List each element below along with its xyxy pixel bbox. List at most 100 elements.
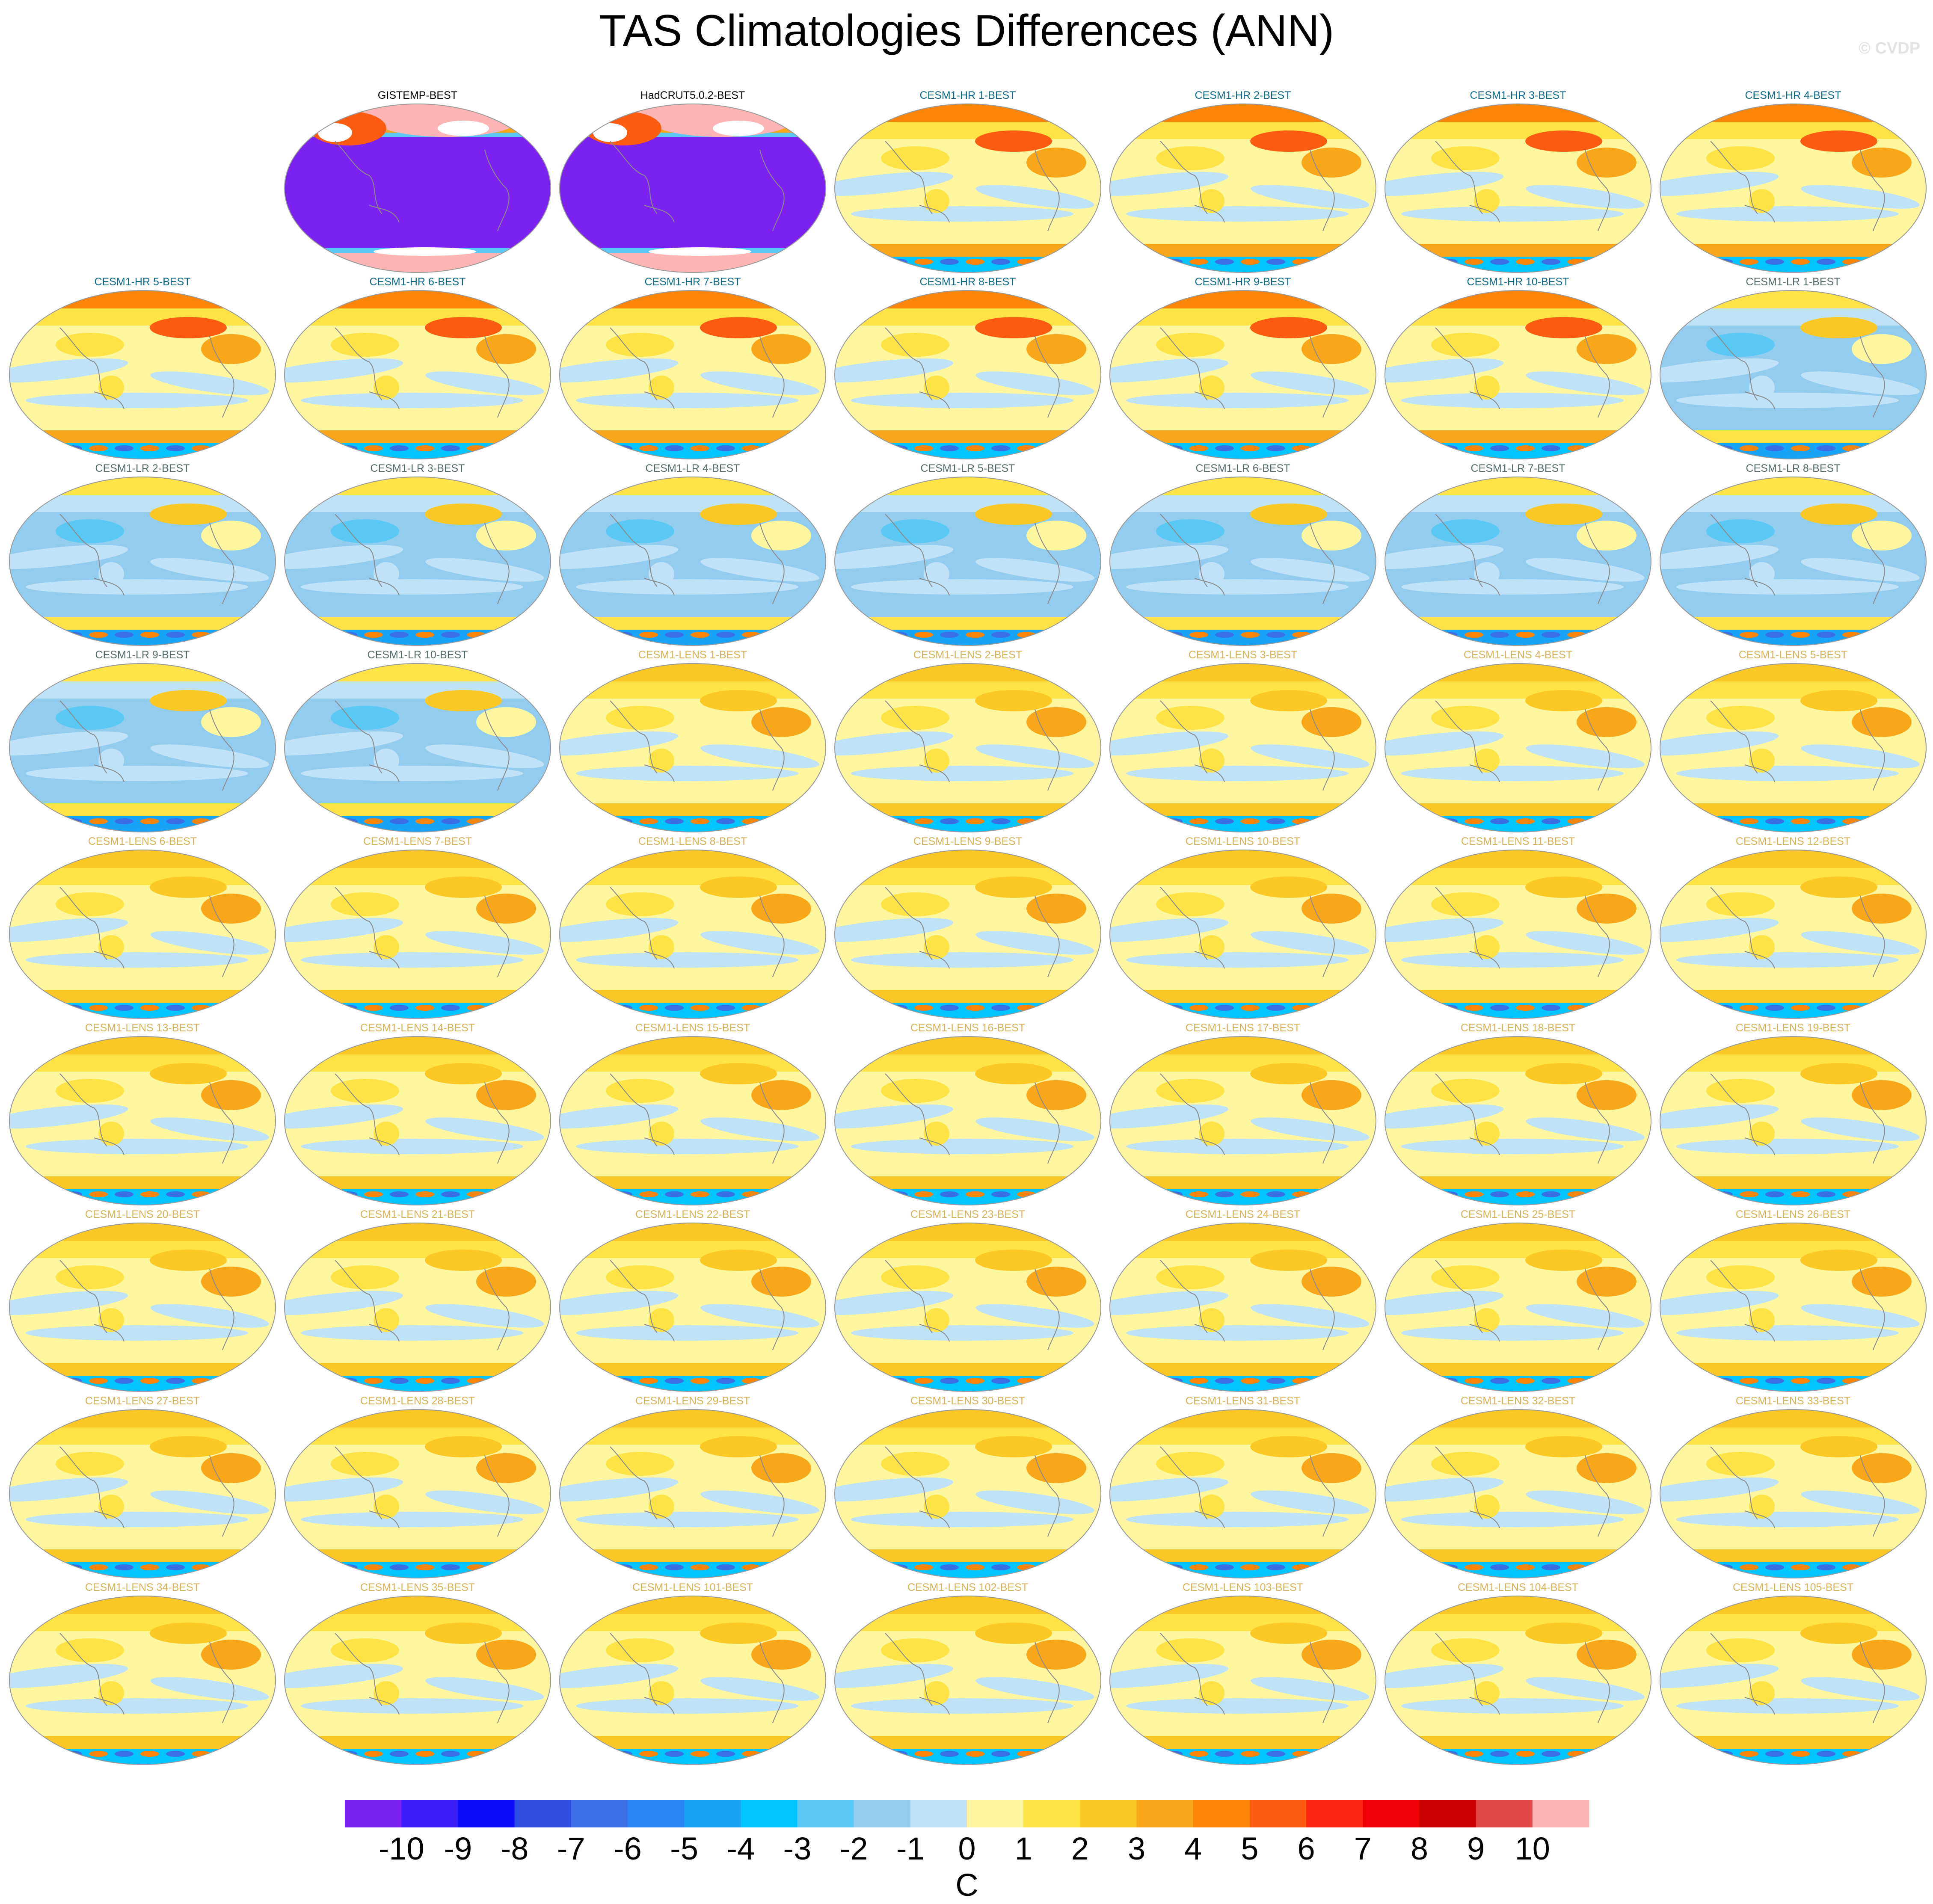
panel-title: CESM1-LENS 32-BEST (1460, 1395, 1576, 1407)
map-panel: CESM1-HR 1-BEST (831, 89, 1105, 273)
panel-title: CESM1-LR 1-BEST (1746, 276, 1841, 288)
colorbar-swatch (627, 1800, 685, 1827)
map-panel: CESM1-LR 8-BEST (1656, 462, 1930, 646)
panel-title: CESM1-LR 3-BEST (370, 462, 465, 474)
colorbar-tick-label: -2 (840, 1831, 868, 1866)
map-heatmap (1385, 1036, 1651, 1205)
colorbar-tick-label: -7 (557, 1831, 585, 1866)
map-heatmap (9, 1409, 276, 1578)
panel-title: CESM1-LENS 20-BEST (85, 1208, 200, 1220)
colorbar-swatch (1419, 1800, 1476, 1827)
map-panel: CESM1-LENS 8-BEST (556, 835, 830, 1019)
panel-title: CESM1-LENS 13-BEST (85, 1022, 200, 1034)
panel-title: CESM1-HR 8-BEST (919, 276, 1016, 288)
map-heatmap (559, 477, 826, 646)
panel-title: CESM1-LENS 17-BEST (1185, 1022, 1301, 1034)
colorbar-swatch (1249, 1800, 1307, 1827)
colorbar-swatch (514, 1800, 572, 1827)
map-heatmap (834, 477, 1101, 646)
map-panel: CESM1-LR 1-BEST (1656, 275, 1930, 459)
map-panel: CESM1-LENS 11-BEST (1381, 835, 1655, 1019)
map-panel: CESM1-LENS 24-BEST (1106, 1208, 1380, 1392)
map-panel: CESM1-LENS 104-BEST (1381, 1581, 1655, 1765)
colorbar-tick-label: -8 (501, 1831, 529, 1866)
colorbar-tick-label: 2 (1071, 1831, 1089, 1866)
map-panel: CESM1-LENS 27-BEST (6, 1395, 279, 1578)
panel-title: CESM1-LENS 9-BEST (913, 835, 1023, 847)
colorbar-swatch (741, 1800, 798, 1827)
map-heatmap (1385, 477, 1651, 646)
panel-title: CESM1-LR 4-BEST (645, 462, 740, 474)
colorbar-swatch (1476, 1800, 1533, 1827)
map-panel: CESM1-LENS 33-BEST (1656, 1395, 1930, 1578)
map-heatmap (834, 1409, 1101, 1578)
map-panel: CESM1-LENS 12-BEST (1656, 835, 1930, 1019)
map-heatmap (1385, 1223, 1651, 1392)
map-heatmap (834, 1596, 1101, 1765)
map-heatmap (1660, 1036, 1927, 1205)
map-heatmap (559, 290, 826, 459)
map-panel: CESM1-LENS 34-BEST (6, 1581, 279, 1765)
map-panel: CESM1-LENS 31-BEST (1106, 1395, 1380, 1578)
map-heatmap (1660, 1223, 1927, 1392)
colorbar-tick-label: -3 (783, 1831, 812, 1866)
map-panel: CESM1-LENS 28-BEST (281, 1395, 554, 1578)
colorbar-swatch (854, 1800, 911, 1827)
colorbar-swatch (1363, 1800, 1420, 1827)
colorbar-tick-label: 10 (1515, 1831, 1550, 1866)
colorbar-tick-label: -1 (896, 1831, 925, 1866)
panel-title: CESM1-LENS 22-BEST (635, 1208, 750, 1220)
panel-title: CESM1-LENS 14-BEST (360, 1022, 475, 1034)
map-heatmap (559, 1409, 826, 1578)
map-panel: CESM1-LENS 5-BEST (1656, 648, 1930, 832)
panel-title: CESM1-HR 2-BEST (1195, 89, 1291, 101)
map-heatmap (284, 850, 551, 1019)
colorbar-swatch (1080, 1800, 1137, 1827)
map-panel: CESM1-LR 10-BEST (281, 648, 554, 832)
panel-title: CESM1-LENS 103-BEST (1182, 1581, 1304, 1593)
map-heatmap (834, 663, 1101, 832)
map-panel: CESM1-HR 4-BEST (1656, 89, 1930, 273)
panel-title: CESM1-LENS 15-BEST (635, 1022, 750, 1034)
map-heatmap (1385, 1409, 1651, 1578)
panel-title: CESM1-LENS 29-BEST (635, 1395, 750, 1407)
map-panel: CESM1-HR 2-BEST (1106, 89, 1380, 273)
map-heatmap (9, 477, 276, 646)
map-panel: CESM1-LR 2-BEST (6, 462, 279, 646)
colorbar-tick-label: 8 (1411, 1831, 1428, 1866)
map-panel: CESM1-LENS 105-BEST (1656, 1581, 1930, 1765)
map-heatmap (1660, 1596, 1927, 1765)
panel-title: CESM1-LENS 101-BEST (632, 1581, 753, 1593)
map-panel: CESM1-LR 7-BEST (1381, 462, 1655, 646)
panel-title: CESM1-LENS 105-BEST (1732, 1581, 1854, 1593)
map-heatmap (284, 104, 551, 273)
map-panel: CESM1-LENS 6-BEST (6, 835, 279, 1019)
map-panel: CESM1-LENS 25-BEST (1381, 1208, 1655, 1392)
map-panel: CESM1-LR 9-BEST (6, 648, 279, 832)
map-panel: CESM1-LENS 14-BEST (281, 1022, 554, 1205)
map-heatmap (1660, 850, 1927, 1019)
panel-title: CESM1-LENS 16-BEST (910, 1022, 1026, 1034)
map-panel: CESM1-LR 5-BEST (831, 462, 1105, 646)
map-panel: CESM1-HR 8-BEST (831, 275, 1105, 459)
map-heatmap (1109, 1223, 1376, 1392)
map-heatmap (1385, 663, 1651, 832)
colorbar-swatch (571, 1800, 628, 1827)
map-panel: CESM1-HR 5-BEST (6, 275, 279, 459)
chart-title: TAS Climatologies Differences (ANN) (599, 6, 1334, 56)
map-panel: CESM1-LENS 16-BEST (831, 1022, 1105, 1205)
map-heatmap (9, 1223, 276, 1392)
map-heatmap (1660, 290, 1927, 459)
map-heatmap (559, 850, 826, 1019)
colorbar-tick-label: 3 (1128, 1831, 1145, 1866)
colorbar-tick-label: 6 (1298, 1831, 1315, 1866)
colorbar-tick-label: 7 (1354, 1831, 1372, 1866)
map-heatmap (9, 1596, 276, 1765)
map-panel: CESM1-LR 3-BEST (281, 462, 554, 646)
panel-title: CESM1-LR 7-BEST (1471, 462, 1565, 474)
map-heatmap (834, 850, 1101, 1019)
panel-title: CESM1-HR 3-BEST (1470, 89, 1566, 101)
map-heatmap (1109, 663, 1376, 832)
map-panel: CESM1-HR 6-BEST (281, 275, 554, 459)
panel-title: CESM1-LENS 6-BEST (88, 835, 197, 847)
